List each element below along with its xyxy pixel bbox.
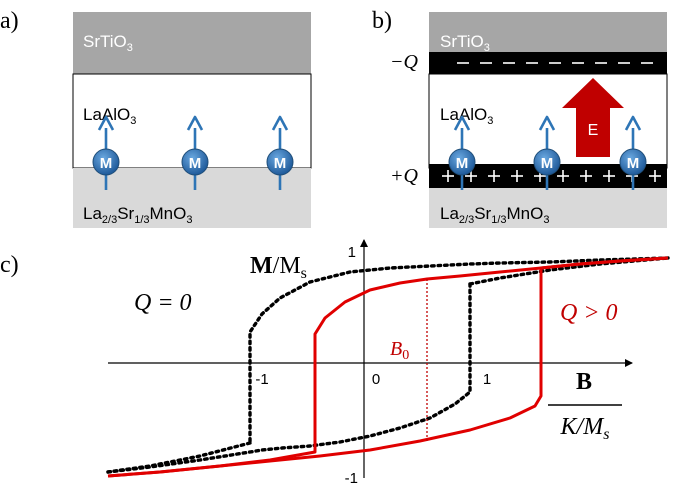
moment-label: M [456, 155, 469, 172]
magnetic-moment: M [181, 115, 209, 190]
panel-a-lsmo-label: La2/3Sr1/3MnO3 [83, 204, 192, 226]
plus-sign [580, 170, 592, 182]
plus-sign [603, 170, 615, 182]
moment-ball [92, 148, 120, 176]
b0-label: B0 [390, 338, 409, 363]
hysteresis-q0-lower-branch [106, 282, 472, 474]
panel-a: a) SrTiO3 LaAlO3 La2/3Sr1/3MnO3 M M M [0, 8, 312, 228]
plus-sign [511, 170, 523, 182]
moment-arrow-head [186, 115, 204, 131]
moment-ball [266, 148, 294, 176]
q-positive-label: Q > 0 [560, 300, 618, 326]
magnetic-moment: M [533, 115, 561, 190]
magnetic-moment: M [448, 115, 476, 190]
moment-label: M [189, 155, 202, 172]
panel-a-laalo3-label: LaAlO3 [83, 105, 136, 127]
panel-c: c) 1 -1 -1 0 1 M/Ms B K/Ms Q = 0 Q > 0 B… [0, 239, 670, 487]
hysteresis-q0-lower-tail [106, 441, 252, 474]
tick-x-neg: -1 [255, 371, 268, 388]
panel-b-field-label: E [588, 122, 599, 139]
panel-b-pos-charge: +Q [390, 165, 418, 187]
panel-a-lsmo-layer [73, 168, 311, 228]
panel-b-lsmo-label: La2/3Sr1/3MnO3 [440, 204, 549, 226]
moment-ball [533, 148, 561, 176]
moment-ball [448, 148, 476, 176]
moment-arrow-head [97, 115, 115, 131]
moment-arrow-head [271, 115, 289, 131]
panel-b-negative-plate [429, 52, 667, 74]
moment-label: M [100, 155, 113, 172]
y-axis-label: M/Ms [250, 253, 307, 282]
hysteresis-qpos-ascending [107, 256, 669, 478]
q-zero-label: Q = 0 [134, 290, 192, 316]
panel-b-label: b) [372, 8, 392, 34]
moment-label: M [627, 155, 640, 172]
moment-ball [619, 148, 647, 176]
plus-sign [488, 170, 500, 182]
x-axis-label-numerator: B [576, 369, 592, 395]
moment-label: M [541, 155, 554, 172]
x-axis-label-denominator: K/Ms [560, 414, 610, 443]
moment-label: M [274, 155, 287, 172]
plus-sign [649, 170, 661, 182]
panel-b: b) SrTiO3 LaAlO3 La2/3Sr1/3MnO3 −Q +Q E … [372, 8, 668, 228]
plus-sign [557, 170, 569, 182]
plus-sign [442, 170, 454, 182]
panel-b-laalo3-label: LaAlO3 [440, 105, 493, 127]
panel-a-label: a) [0, 8, 19, 34]
moment-ball [181, 148, 209, 176]
tick-y-bottom: -1 [345, 470, 358, 487]
moment-arrow-head [453, 115, 471, 131]
panel-b-field-arrow [562, 78, 624, 157]
tick-x-pos: 1 [483, 371, 491, 388]
panel-b-srtio3-label: SrTiO3 [440, 32, 490, 54]
panel-c-label: c) [0, 252, 19, 278]
panel-b-neg-charge: −Q [390, 51, 418, 73]
moment-arrow-head [538, 115, 556, 131]
magnetic-moment: M [266, 115, 294, 190]
magnetic-moment: M [92, 115, 120, 190]
panel-a-srtio3-label: SrTiO3 [83, 32, 133, 54]
moment-arrow-head [624, 115, 642, 131]
tick-y-top: 1 [348, 244, 356, 261]
tick-x-zero: 0 [372, 371, 380, 388]
hysteresis-qpos-descending [107, 256, 669, 478]
hysteresis-q0-upper-branch [248, 256, 670, 445]
magnetic-moment: M [619, 115, 647, 190]
panel-a-srtio3-layer [73, 12, 311, 74]
